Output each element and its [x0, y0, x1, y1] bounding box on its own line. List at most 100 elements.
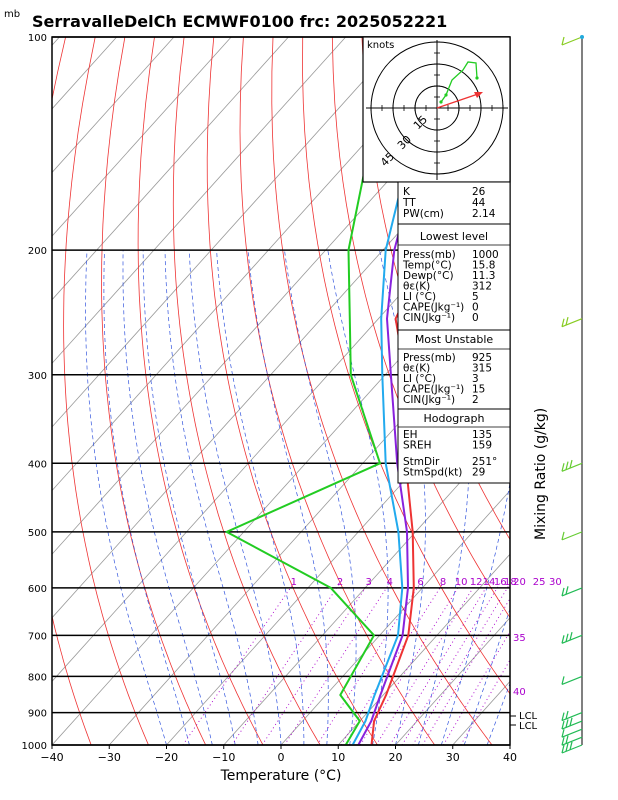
moist-adiabat: [142, 250, 236, 745]
wind-barbs: [561, 35, 584, 754]
index-label: Dewp(°C): [403, 270, 454, 282]
parcel-profile: [351, 79, 429, 745]
wind-barb-flag: [561, 720, 565, 730]
wind-barb-shaft: [561, 736, 583, 746]
index-value: 1000: [472, 249, 499, 261]
moist-adiabat: [327, 250, 389, 745]
storm-motion-arrowhead: [474, 92, 483, 98]
temperature-tick-label: −40: [40, 751, 63, 764]
index-value: 2.14: [472, 208, 496, 220]
dry-adiabat: [137, 37, 264, 745]
wind-barb-dot: [580, 35, 584, 39]
mixing-ratio-label: 6: [417, 577, 423, 588]
temperature-tick-label: 40: [503, 751, 517, 764]
isotherm: [52, 171, 510, 682]
wind-barb-flag: [561, 744, 565, 754]
wind-barb-flag: [565, 633, 569, 642]
wind-barb: [561, 717, 583, 730]
wind-barb: [561, 35, 584, 46]
wind-barb: [561, 710, 583, 722]
index-label: Press(mb): [403, 249, 456, 261]
dry-adiabat: [206, 37, 378, 745]
hodograph-unit-label: knots: [367, 40, 394, 51]
hodograph-stats-title: Hodograph: [424, 412, 485, 425]
wind-barb-flag: [561, 36, 565, 46]
pressure-tick-label: 1000: [22, 741, 47, 752]
index-label: CIN(Jkg⁻¹): [403, 394, 455, 406]
mixing-ratio-label: 18: [504, 577, 517, 588]
wind-barb: [561, 735, 583, 746]
index-label: Temp(°C): [402, 260, 452, 272]
isotherm: [52, 37, 461, 492]
mixing-ratio-line: [422, 597, 510, 745]
index-label: CIN(Jkg⁻¹): [403, 312, 455, 324]
index-label: LI (°C): [403, 291, 436, 303]
wind-barb-flag: [561, 587, 565, 597]
lcl-label: LCL: [519, 711, 538, 722]
temperature-tick-label: −10: [212, 751, 235, 764]
wind-barb: [561, 728, 583, 738]
lowest-level-title: Lowest level: [420, 230, 488, 243]
mixing-ratio-line: [261, 582, 370, 745]
index-label: θε(K): [403, 363, 430, 375]
index-label: θε(K): [403, 281, 430, 293]
isotherm: [52, 235, 510, 745]
wind-barb-flag: [561, 635, 565, 644]
pressure-tick-label: 700: [28, 631, 47, 642]
index-value: 44: [472, 197, 486, 209]
wind-barb-flag: [565, 735, 569, 744]
dry-adiabat: [509, 37, 510, 39]
wind-barb-flag: [561, 318, 565, 327]
dry-adiabat: [331, 37, 510, 619]
isotherm: [509, 744, 510, 745]
dry-adiabat: [599, 37, 618, 745]
x-axis-label: Temperature (°C): [220, 768, 342, 784]
isotherm: [395, 617, 510, 745]
temperature-tick-label: 0: [278, 751, 285, 764]
mixing-ratio-label: 2: [337, 577, 343, 588]
mixing-ratio-line: [401, 582, 501, 745]
wind-barb-flag: [561, 712, 565, 721]
index-value: 135: [472, 429, 492, 441]
moist-adiabat: [164, 250, 259, 745]
index-value: 11.3: [472, 270, 495, 282]
temperature-tick-label: 10: [331, 751, 345, 764]
parcel-virtual-profile: [357, 79, 440, 745]
index-value: 26: [472, 186, 486, 198]
isotherm: [52, 37, 289, 301]
temperature-tick-labels: −40 −30 −20 −10 0 10 20 30 40: [40, 745, 517, 764]
pressure-tick-label: 200: [28, 246, 47, 257]
wind-barb-flag: [569, 631, 573, 641]
hodograph: knots 15 30 45: [362, 36, 511, 183]
dry-adiabat: [52, 37, 92, 745]
mixing-ratio-line: [231, 582, 341, 745]
theta-e-label: 35: [513, 633, 526, 644]
isotherm: [223, 426, 510, 745]
moist-adiabat: [379, 250, 426, 745]
dry-adiabat: [302, 37, 510, 695]
mixing-ratio-label: 1: [291, 577, 297, 588]
isotherm: [52, 37, 175, 174]
index-value: 0: [472, 312, 479, 324]
wind-barb-flag: [569, 717, 573, 726]
mixing-ratio-axis-label: Mixing Ratio (g/kg): [533, 408, 549, 540]
wind-barb: [561, 675, 583, 685]
mixing-ratio-label: 12: [470, 577, 483, 588]
mixing-ratio-label: 30: [549, 577, 562, 588]
wind-barb-shaft: [561, 675, 583, 685]
mixing-ratio-line: [412, 582, 510, 745]
pressure-unit-label: mb: [4, 9, 20, 20]
isotherm: [52, 37, 232, 237]
mixing-ratio-label: 10: [455, 577, 468, 588]
index-label: CAPE(Jkg⁻¹): [403, 302, 464, 314]
dry-adiabat: [540, 37, 618, 745]
pressure-tick-label: 500: [28, 528, 47, 539]
isotherm: [52, 37, 346, 364]
index-value: 925: [472, 352, 492, 364]
pressure-tick-label: 400: [28, 459, 47, 470]
wind-barb-shaft: [561, 318, 583, 328]
mixing-ratio-label: 25: [533, 577, 546, 588]
hodograph-ticks: [370, 41, 504, 175]
mixing-ratio-label: 8: [440, 577, 446, 588]
